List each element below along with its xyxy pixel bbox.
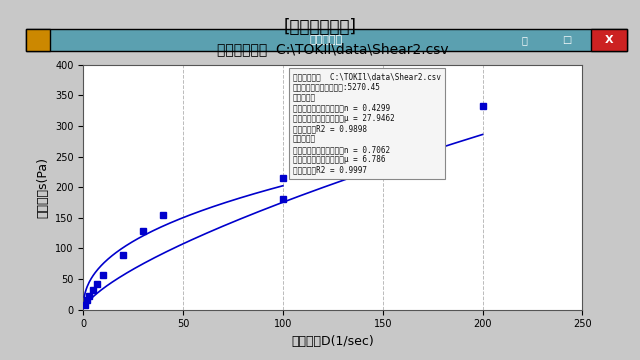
FancyBboxPatch shape: [26, 29, 627, 51]
FancyBboxPatch shape: [591, 29, 627, 51]
Text: □: □: [563, 35, 572, 45]
Title: ファイル名：  C:\TOKIl\data\Shear2.csv: ファイル名： C:\TOKIl\data\Shear2.csv: [217, 43, 449, 57]
Text: X: X: [605, 35, 614, 45]
Text: 再生グラフ: 再生グラフ: [310, 35, 343, 45]
FancyBboxPatch shape: [26, 29, 50, 51]
Text: ファイル名：  C:\TOKIl\data\Shear2.csv
ヒステリシスループ面積:5270.45
【アップ】
非ニュートン粘性指数：n = 0.4299: ファイル名： C:\TOKIl\data\Shear2.csv ヒステリシスルー…: [293, 72, 441, 175]
Y-axis label: ずり応力s(Pa): ずり応力s(Pa): [36, 157, 49, 218]
Text: －: －: [522, 35, 528, 45]
X-axis label: ずり速度D(1/sec): ずり速度D(1/sec): [291, 335, 374, 348]
Text: [文件播放画面]: [文件播放画面]: [284, 18, 356, 36]
